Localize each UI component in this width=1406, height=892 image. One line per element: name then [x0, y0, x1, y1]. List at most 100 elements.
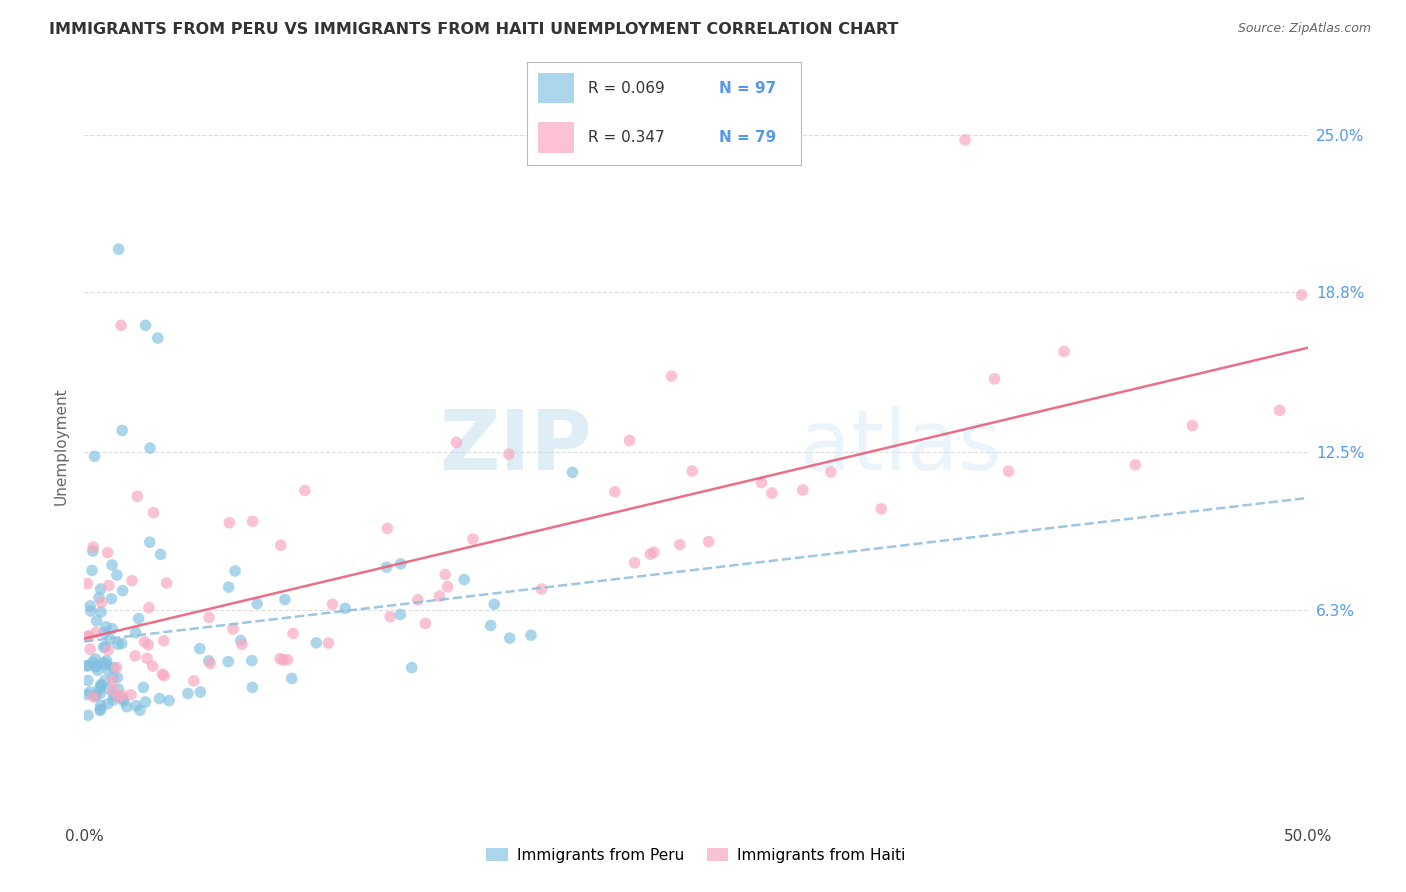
- Point: [820, 465, 842, 479]
- Point: [669, 538, 692, 552]
- Point: [434, 567, 457, 582]
- Point: [90, 678, 112, 692]
- Point: [217, 655, 239, 669]
- Point: [101, 673, 124, 688]
- Point: [389, 607, 412, 622]
- Point: [86, 614, 108, 628]
- Point: [107, 682, 129, 697]
- Point: [111, 424, 134, 438]
- Point: [415, 616, 437, 631]
- Point: [218, 516, 240, 530]
- Point: [136, 651, 159, 665]
- Point: [603, 484, 626, 499]
- Point: [561, 466, 583, 480]
- Point: [77, 708, 100, 723]
- Text: IMMIGRANTS FROM PERU VS IMMIGRANTS FROM HAITI UNEMPLOYMENT CORRELATION CHART: IMMIGRANTS FROM PERU VS IMMIGRANTS FROM …: [49, 22, 898, 37]
- Point: [157, 693, 180, 707]
- Point: [76, 688, 98, 702]
- Point: [134, 695, 156, 709]
- Point: [138, 535, 160, 549]
- Point: [520, 628, 543, 642]
- Point: [436, 580, 458, 594]
- Point: [661, 369, 683, 384]
- Point: [242, 514, 264, 528]
- Point: [77, 629, 100, 643]
- Point: [111, 691, 134, 706]
- Point: [281, 626, 304, 640]
- Point: [138, 600, 160, 615]
- Text: R = 0.069: R = 0.069: [588, 80, 664, 95]
- Point: [98, 681, 121, 696]
- Point: [619, 434, 641, 448]
- Point: [77, 673, 100, 688]
- Point: [111, 636, 134, 650]
- Point: [107, 242, 129, 256]
- Point: [108, 690, 131, 704]
- Point: [231, 637, 253, 651]
- Point: [142, 506, 165, 520]
- Point: [997, 464, 1019, 478]
- Point: [148, 691, 170, 706]
- Point: [429, 589, 451, 603]
- Point: [446, 435, 468, 450]
- Point: [79, 685, 101, 699]
- Point: [96, 657, 118, 672]
- Point: [380, 609, 402, 624]
- Point: [80, 604, 103, 618]
- Point: [84, 688, 107, 702]
- Point: [89, 681, 111, 696]
- Point: [1053, 344, 1076, 359]
- Point: [150, 667, 173, 681]
- Point: [94, 620, 117, 634]
- Point: [499, 631, 522, 645]
- Point: [84, 625, 107, 640]
- Point: [321, 597, 343, 611]
- Point: [82, 540, 104, 554]
- Point: [229, 633, 252, 648]
- Point: [218, 580, 240, 594]
- Point: [128, 612, 150, 626]
- Point: [1291, 288, 1313, 302]
- Point: [129, 703, 152, 717]
- Point: [1268, 403, 1291, 417]
- Point: [115, 699, 138, 714]
- Point: [274, 592, 297, 607]
- Point: [139, 441, 162, 455]
- Point: [76, 658, 98, 673]
- Point: [375, 560, 398, 574]
- Point: [246, 597, 269, 611]
- Point: [453, 573, 475, 587]
- Point: [79, 599, 101, 613]
- Point: [242, 681, 264, 695]
- Point: [76, 658, 98, 673]
- Point: [142, 659, 165, 673]
- Point: [197, 654, 219, 668]
- Point: [121, 574, 143, 588]
- Point: [82, 690, 104, 704]
- Bar: [538, 122, 574, 153]
- Y-axis label: Unemployment: Unemployment: [53, 387, 69, 505]
- Point: [269, 651, 291, 665]
- Point: [276, 653, 298, 667]
- Point: [149, 547, 172, 561]
- Point: [90, 679, 112, 693]
- Text: R = 0.347: R = 0.347: [588, 130, 664, 145]
- Point: [153, 669, 176, 683]
- Point: [530, 582, 553, 596]
- Point: [870, 501, 893, 516]
- Point: [198, 610, 221, 624]
- Point: [82, 544, 104, 558]
- Point: [1181, 418, 1204, 433]
- Point: [93, 656, 115, 670]
- Point: [90, 582, 112, 596]
- Point: [101, 693, 124, 707]
- Point: [82, 655, 104, 669]
- Point: [697, 534, 720, 549]
- Point: [335, 601, 357, 615]
- Point: [389, 557, 412, 571]
- Point: [103, 683, 125, 698]
- Point: [94, 673, 117, 688]
- Point: [98, 632, 121, 647]
- Text: N = 97: N = 97: [720, 80, 776, 95]
- Point: [188, 641, 211, 656]
